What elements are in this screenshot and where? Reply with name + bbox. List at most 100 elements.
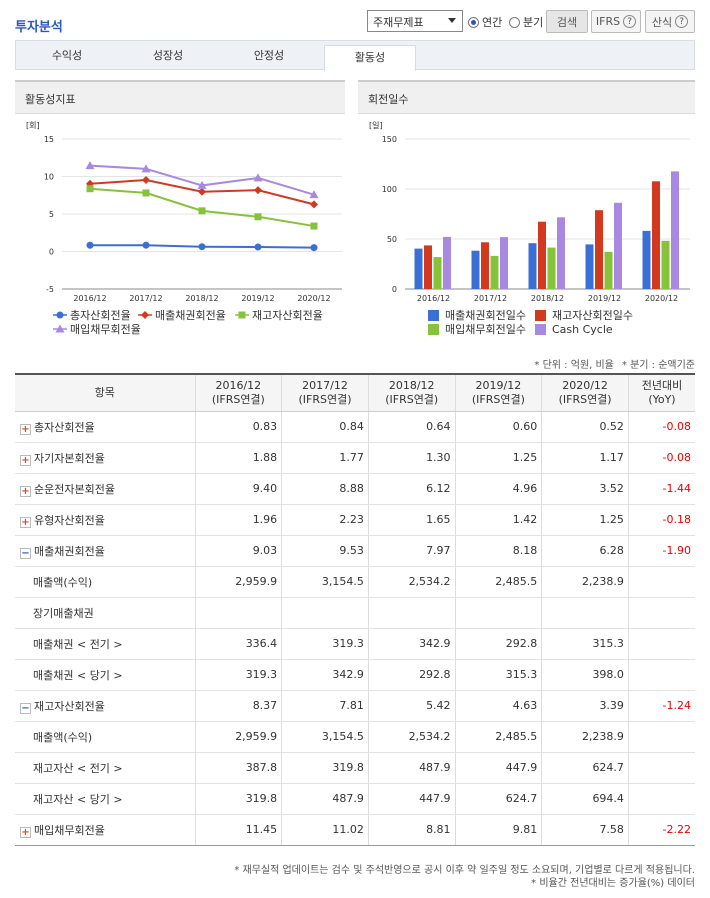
legend-marker — [141, 311, 149, 319]
legend-marker — [238, 311, 246, 319]
legend-label: 매출채권회전율 — [155, 309, 226, 322]
help-icon: ? — [675, 15, 689, 28]
section-title: 투자분석 — [15, 20, 63, 35]
bar — [595, 210, 603, 289]
point-marker — [309, 190, 319, 199]
value-cell: 319.3 — [281, 628, 369, 660]
button-label: 산식 — [651, 15, 673, 29]
data-table: 항목 2016/12 (IFRS연결) 2017/12 (IFRS연결) 2018/12(… — [15, 373, 695, 846]
legend-label: 재고자산회전율 — [252, 309, 323, 322]
row-label-cell: 재고자산 < 전기 > — [15, 752, 195, 784]
yoy-cell: -1.24 — [627, 690, 695, 722]
radio-quarter[interactable]: 분기 — [509, 14, 543, 30]
value-cell: 1.77 — [281, 442, 369, 474]
value-cell: 2,959.9 — [194, 721, 282, 753]
toggle-icon[interactable]: − — [20, 702, 31, 714]
bar — [414, 248, 423, 289]
value-cell: 315.3 — [541, 628, 629, 660]
value-cell: 3.39 — [541, 690, 629, 722]
tab[interactable]: 활동성 — [324, 45, 416, 71]
value-cell: 315.3 — [454, 659, 542, 691]
row-label: 순운전자본회전율 — [34, 482, 115, 496]
y-tick-label: 100 — [382, 185, 397, 194]
point-marker — [85, 161, 95, 170]
value-cell: 1.30 — [367, 442, 456, 474]
radio-annual[interactable]: 연간 — [468, 14, 502, 30]
tab-bar: 수익성 성장성 안정성 활동성 — [15, 40, 695, 71]
toggle-icon[interactable]: − — [20, 547, 31, 559]
toggle-icon[interactable]: + — [20, 516, 31, 528]
value-cell: 2,534.2 — [367, 566, 456, 598]
note: * 단위 : 억원, 비율 — [534, 360, 614, 371]
value-cell — [367, 597, 456, 629]
unit-notes: * 단위 : 억원, 비율 * 분기 : 순액기준 — [526, 356, 695, 371]
point-marker — [198, 187, 206, 196]
row-label-cell: 장기매출채권 — [15, 597, 195, 629]
legend-label: Cash Cycle — [552, 323, 613, 336]
statement-select[interactable]: 주재무제표 — [367, 10, 463, 32]
tab[interactable]: 안정성 — [253, 49, 285, 62]
header-cell: 2018/12 (IFRS연결) — [367, 373, 456, 412]
table-row: − 매출채권회전율 9.03 9.53 7.97 8.18 6.28 -1.90 — [15, 535, 695, 567]
point-marker — [142, 241, 150, 249]
legend-marker — [55, 324, 65, 333]
value-cell: 487.9 — [367, 752, 456, 784]
header-cell: 2016/12 (IFRS연결) — [194, 373, 282, 412]
row-label-cell: 매출액(수익) — [15, 721, 195, 753]
x-tick-label: 2019/12 — [588, 294, 621, 303]
bar — [538, 221, 546, 289]
row-label: 매출액(수익) — [33, 575, 93, 589]
basis: (IFRS연결) — [385, 392, 439, 406]
value-cell: 1.88 — [194, 442, 282, 474]
value-cell: 9.81 — [454, 814, 542, 846]
yoy-cell: -1.44 — [627, 473, 695, 505]
legend-swatch — [428, 324, 439, 335]
legend-label: 매입채무회전율 — [70, 323, 141, 336]
period: 2018/12 — [388, 378, 435, 392]
yoy-cell — [627, 597, 695, 629]
toggle-icon[interactable]: + — [20, 826, 31, 838]
point-marker — [197, 180, 207, 189]
value-cell: 8.18 — [454, 535, 542, 567]
row-label: 재고자산 < 당기 > — [33, 792, 123, 806]
legend-swatch — [535, 310, 546, 321]
formula-button[interactable]: 산식? — [645, 10, 695, 33]
radio-label: 연간 — [482, 16, 503, 29]
bar — [490, 255, 499, 289]
period: 2019/12 — [475, 378, 522, 392]
value-cell: 292.8 — [367, 659, 456, 691]
value-cell: 319.8 — [281, 752, 369, 784]
value-cell — [454, 597, 542, 629]
search-button[interactable]: 검색 — [546, 10, 588, 33]
x-tick-label: 2018/12 — [185, 294, 218, 303]
value-cell: 1.42 — [454, 504, 542, 536]
table-row: + 자기자본회전율 1.88 1.77 1.30 1.25 1.17 -0.08 — [15, 442, 695, 474]
legend-swatch — [428, 310, 439, 321]
value-cell: 447.9 — [454, 752, 542, 784]
tab[interactable]: 성장성 — [152, 49, 184, 62]
value-cell: 7.81 — [281, 690, 369, 722]
point-marker — [86, 185, 94, 193]
row-label: 유형자산회전율 — [34, 513, 105, 527]
toggle-icon[interactable]: + — [20, 454, 31, 466]
ifrs-button[interactable]: IFRS? — [591, 10, 641, 33]
row-label-cell: 매출액(수익) — [15, 566, 195, 598]
value-cell: 336.4 — [194, 628, 282, 660]
value-cell: 398.0 — [541, 659, 629, 691]
period: 2016/12 — [215, 378, 262, 392]
row-label: 총자산회전율 — [34, 420, 95, 434]
bar — [547, 247, 556, 289]
toggle-icon[interactable]: + — [20, 485, 31, 497]
toggle-icon[interactable]: + — [20, 423, 31, 435]
yoy-cell — [627, 659, 695, 691]
value-cell: 7.58 — [541, 814, 629, 846]
yoy-label: 전년대비 — [641, 378, 683, 392]
value-cell: 1.17 — [541, 442, 629, 474]
radio-label: 분기 — [523, 16, 544, 29]
value-cell: 8.88 — [281, 473, 369, 505]
x-tick-label: 2017/12 — [129, 294, 162, 303]
bar — [424, 245, 432, 289]
help-icon: ? — [623, 15, 637, 28]
legend-label: 재고자산회전일수 — [552, 308, 633, 322]
tab[interactable]: 수익성 — [51, 49, 83, 62]
